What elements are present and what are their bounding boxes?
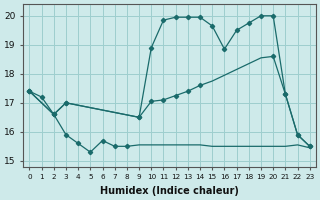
- X-axis label: Humidex (Indice chaleur): Humidex (Indice chaleur): [100, 186, 239, 196]
